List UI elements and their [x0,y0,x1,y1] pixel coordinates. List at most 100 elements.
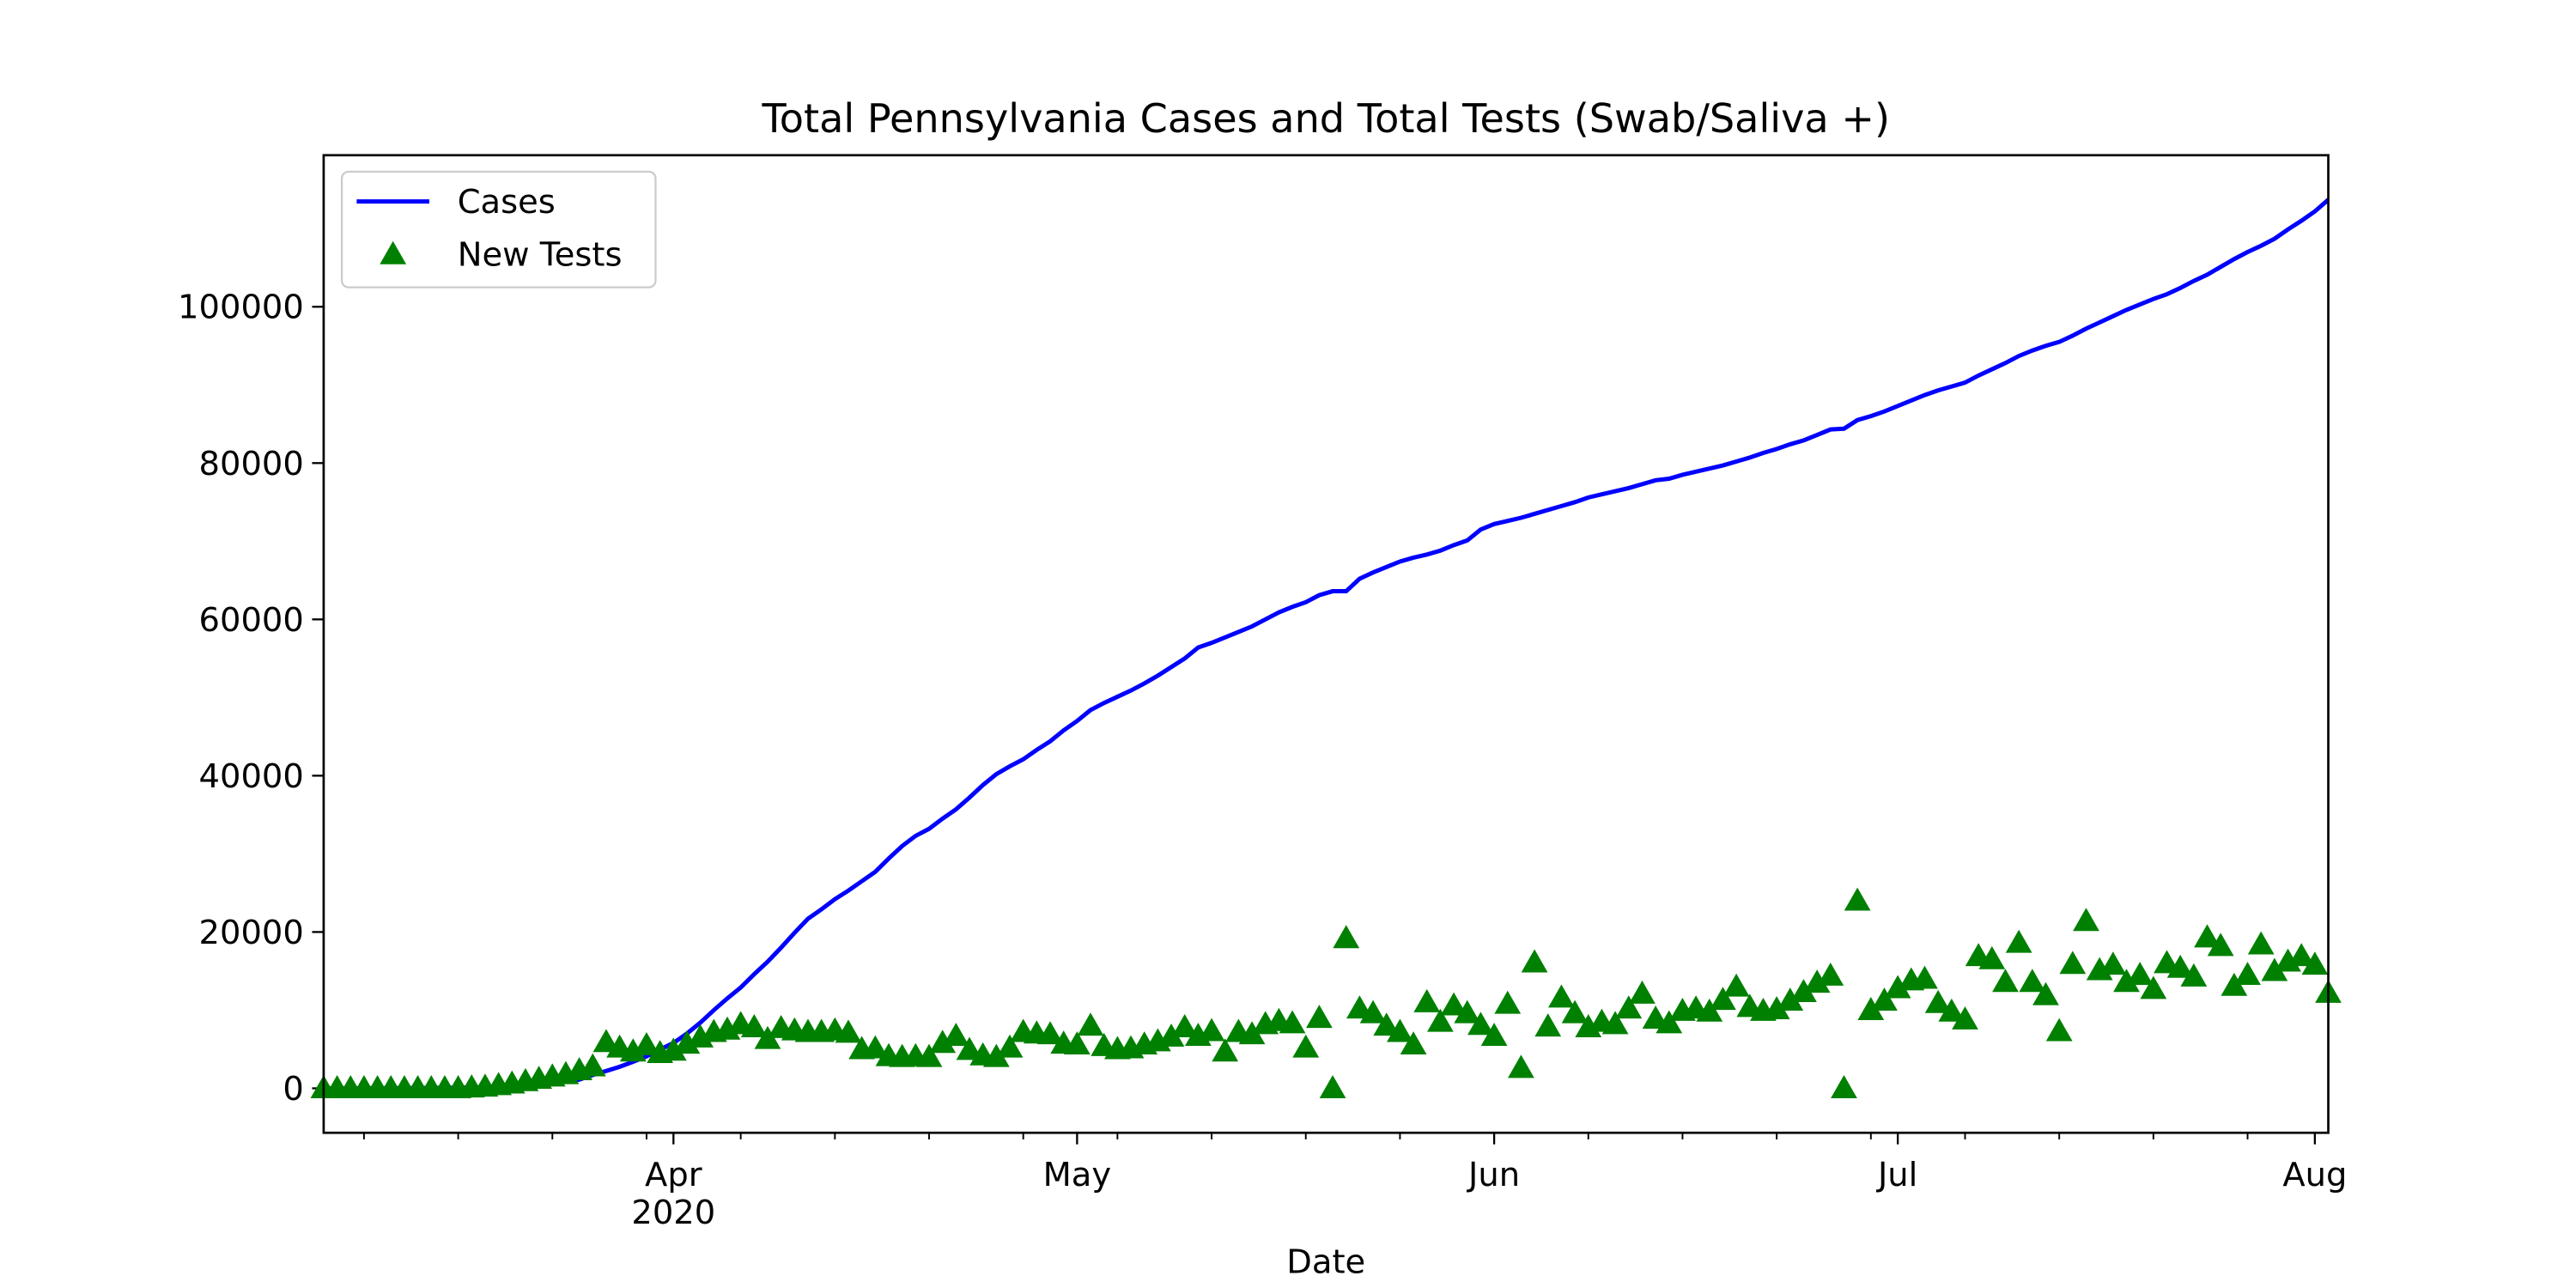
test-marker [1077,1012,1104,1036]
test-marker [861,1035,889,1059]
test-marker [2073,908,2099,932]
test-marker [1656,1010,1683,1034]
test-marker [2234,962,2261,986]
test-marker [915,1043,943,1067]
test-marker [1534,1013,1562,1037]
test-marker [942,1023,969,1046]
test-marker [2059,951,2087,975]
test-marker [2005,929,2032,953]
test-marker [1790,979,1817,1003]
test-marker [1198,1018,1225,1042]
test-marker [1063,1031,1091,1055]
test-marker [1157,1023,1185,1047]
test-marker [1763,996,1790,1020]
x-tick-label: May [1043,1156,1112,1194]
test-marker [1710,987,1736,1011]
test-marker [1911,965,1938,989]
test-marker [1292,1034,1320,1058]
test-marker [2180,963,2208,987]
test-marker [754,1025,781,1049]
test-marker [1884,975,1911,999]
test-marker [2140,975,2167,999]
x-tick-label: Apr 2020 [631,1156,715,1232]
test-marker [2113,969,2140,993]
y-tick-label: 60000 [199,601,304,640]
test-marker [996,1034,1024,1058]
legend-label: New Tests [458,236,623,275]
test-marker [1938,998,1965,1022]
test-marker [835,1019,862,1043]
test-marker [2032,981,2059,1005]
test-marker [1817,962,1844,986]
test-marker [1413,988,1441,1012]
test-marker [2221,972,2248,996]
test-marker [2287,943,2315,967]
test-marker [2301,951,2329,975]
test-marker [1615,995,1643,1019]
test-marker [1480,1023,1508,1046]
test-marker [1467,1012,1494,1036]
test-marker [1629,980,1656,1004]
test-marker [1508,1054,1534,1078]
test-marker [1279,1010,1306,1034]
test-marker [740,1014,768,1037]
y-tick-label: 20000 [199,914,304,952]
test-marker [956,1036,983,1060]
test-marker [1831,1075,1857,1098]
test-marker [2019,969,2046,993]
test-marker [1212,1038,1239,1062]
test-marker [1387,1018,1413,1042]
test-marker [1722,973,1750,997]
test-marker [1333,925,1360,949]
test-marker [2261,957,2288,981]
test-marker [1696,998,1723,1022]
test-marker [1359,999,1387,1024]
test-marker [2207,933,2234,957]
test-marker [1844,887,1871,911]
test-marker [2194,924,2221,948]
y-tick-label: 0 [283,1070,303,1109]
test-marker [2247,931,2275,955]
chart-title: Total Pennsylvania Cases and Total Tests… [761,95,1890,142]
legend-marker [380,240,407,264]
test-marker [1171,1014,1199,1037]
test-marker [619,1038,647,1062]
test-marker [1494,990,1522,1014]
test-marker [1561,999,1589,1024]
plot-frame [322,154,2330,1134]
test-marker [929,1030,957,1054]
test-marker [1992,969,2019,993]
test-marker [633,1031,660,1055]
test-marker [1373,1012,1400,1036]
test-marker [1238,1021,1266,1045]
test-marker [1952,1005,1978,1030]
test-marker [1978,945,2006,969]
test-marker [2126,962,2154,986]
y-tick-label: 80000 [199,445,304,483]
test-marker [1521,949,1548,973]
x-tick-label: Aug [2282,1156,2347,1194]
x-tick-label: Jun [1467,1156,1520,1194]
test-marker [1871,987,1898,1012]
test-marker [1427,1008,1454,1032]
test-marker [1440,992,1467,1016]
y-tick-label: 100000 [178,289,304,327]
legend-label: Cases [458,183,556,222]
test-marker [2099,951,2127,975]
test-marker [592,1029,620,1053]
test-marker [579,1053,606,1077]
test-marker [1306,1005,1333,1029]
test-marker [1924,989,1952,1013]
test-marker [1601,1011,1629,1035]
test-marker [1036,1021,1064,1045]
test-marker [1857,997,1885,1020]
test-marker [1454,999,1481,1024]
y-tick-label: 40000 [199,757,304,796]
test-marker [1803,969,1831,993]
test-marker [1777,987,1804,1012]
test-marker [673,1030,701,1054]
test-marker [2045,1018,2073,1042]
test-marker [1319,1075,1346,1098]
